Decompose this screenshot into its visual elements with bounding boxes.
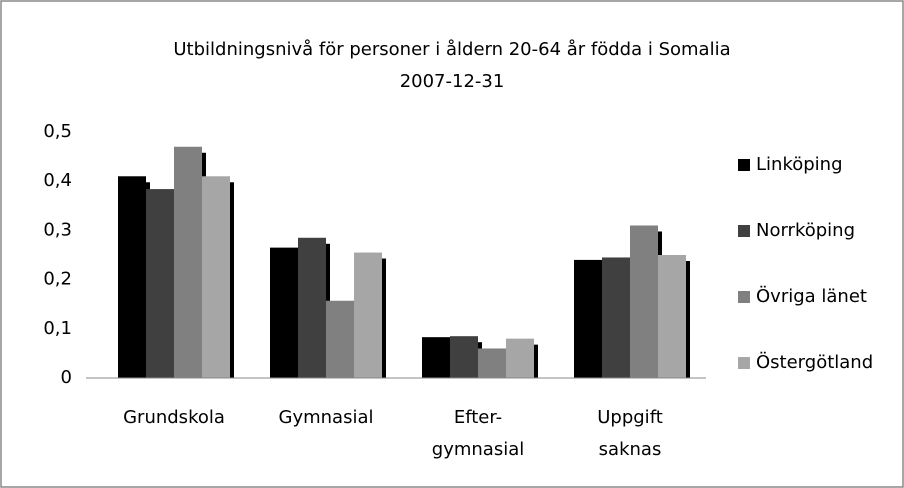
y-tick-label: 0,2 [43,269,72,290]
bar [422,337,450,378]
bar [506,338,534,378]
bar [174,146,202,378]
legend-label: Östergötland [756,351,873,373]
y-tick-label: 0,5 [43,121,72,142]
legend-label: Övriga länet [756,285,867,307]
bar [574,259,602,378]
bar [270,247,298,378]
x-tick-label: Efter- [454,407,502,428]
y-tick-label: 0,1 [43,318,72,339]
bar [450,336,478,378]
x-tick-label: Gymnasial [279,407,374,428]
bar [658,255,686,378]
x-tick-label: Grundskola [123,407,225,428]
legend-swatch [738,225,750,237]
y-tick-label: 0,3 [43,219,72,240]
legend-swatch [738,357,750,369]
bar [602,257,630,378]
bar [118,176,146,378]
legend-label: Linköping [756,154,843,175]
legend-swatch [738,159,750,171]
chart-subtitle: 2007-12-31 [400,71,505,92]
y-tick-label: 0,4 [43,170,72,191]
bar [354,252,382,378]
y-tick-label: 0 [61,367,72,388]
x-tick-label: Uppgift [597,407,663,428]
bar [202,176,230,378]
bar [326,300,354,378]
x-tick-label: gymnasial [432,439,524,460]
legend-swatch [738,291,750,303]
bar [478,348,506,378]
bar [298,237,326,378]
bar [630,225,658,378]
legend-label: Norrköping [756,220,855,241]
bar [146,189,174,378]
chart-title: Utbildningsnivå för personer i åldern 20… [173,39,730,60]
x-tick-label: saknas [599,439,662,460]
